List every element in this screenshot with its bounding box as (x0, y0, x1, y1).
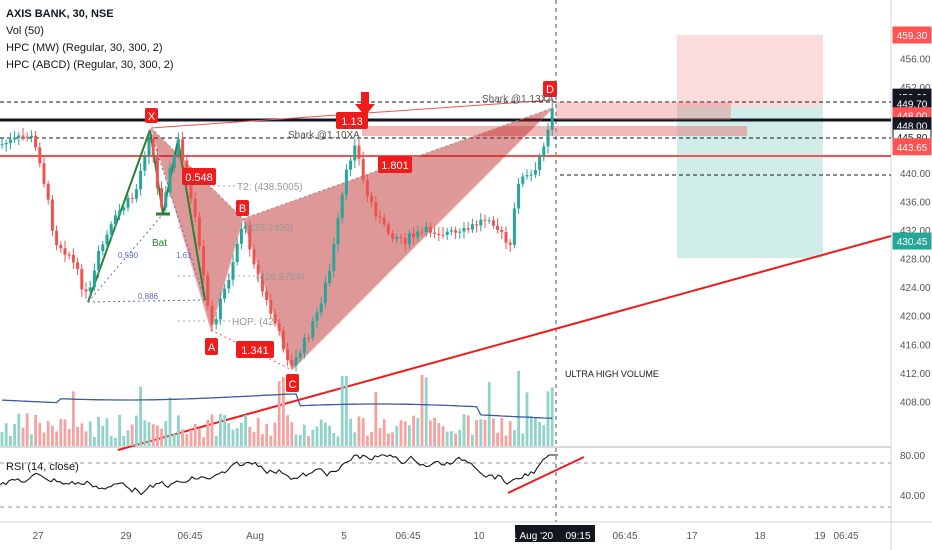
time-label-10: 17 (686, 531, 698, 542)
point-a-text: A (208, 342, 216, 354)
volume-ma-line (1, 393, 553, 419)
time-axis-current-bg (515, 525, 595, 542)
bat-ratio-0590: 0.590 (118, 251, 139, 260)
time-label-1: 29 (120, 531, 132, 542)
ratio-113-text: 1.13 (341, 116, 362, 128)
ratio-1801-text: 1.801 (381, 160, 409, 172)
point-d-text: D (546, 84, 554, 96)
xb-dotted-leg (150, 127, 244, 220)
price-tick-7: 436.00 (900, 197, 931, 208)
rsi-tick-1: 40.00 (900, 491, 925, 502)
svg-text:430.45: 430.45 (897, 237, 928, 248)
stop-loss-zone (677, 35, 823, 107)
time-label-8: 09:15 (565, 531, 590, 542)
shark-110-label: Shark @1.10XA (288, 130, 360, 141)
time-label-4: 5 (341, 531, 347, 542)
point-c-text: C (289, 379, 297, 391)
point-x-label[interactable]: X (145, 108, 158, 123)
price-tick-3: 420.00 (900, 312, 931, 323)
svg-text:448.00: 448.00 (897, 122, 928, 133)
time-label-12: 19 (814, 531, 826, 542)
hop-label: HOP: (42 (232, 317, 274, 328)
bat-ratio-1618: 1.61 (176, 251, 192, 260)
hpc-abcd-indicator-label[interactable]: HPC (ABCD) (Regular, 30, 300, 2) (6, 59, 174, 71)
rsi-indicator-label[interactable]: RSI (14, close) (6, 461, 79, 473)
time-label-7: 11 Aug '20 (507, 531, 554, 542)
price-tick-0: 408.00 (900, 397, 931, 408)
ratio-1801-badge: 1.801 (378, 156, 412, 173)
point-b-text: B (239, 203, 246, 215)
ratio-1341-text: 1.341 (241, 345, 269, 357)
price-tick-12: 456.00 (900, 55, 931, 66)
lvl-4332-label: (433.2499) (245, 223, 293, 234)
supply-zone-upper (556, 102, 731, 120)
lvl-4268-label: (426.9784) (256, 272, 304, 283)
time-label-11: 18 (754, 531, 766, 542)
svg-text:443.65: 443.65 (897, 143, 928, 154)
supply-zone (362, 126, 747, 136)
price-axis-labels: 459.30450.60449.70448.00448.00445.80443.… (892, 26, 932, 250)
rsi-line (0, 454, 558, 496)
time-axis-labels: 27 29 06:45 Aug 5 06:45 10 11 Aug '20 09:15 06:45… (32, 531, 859, 542)
price-label-6: 443.65 (892, 138, 932, 156)
point-d-label[interactable]: D (543, 81, 557, 97)
time-label-3: Aug (246, 531, 264, 542)
price-tick-6: 432.00 (900, 226, 931, 237)
t2-label: T2: (438.5005) (237, 182, 303, 193)
rising-trendline (117, 235, 892, 451)
bat-ratio-0886: 0.886 (138, 292, 159, 301)
time-label-5: 06:45 (395, 531, 420, 542)
candles (0, 101, 554, 372)
price-tick-1: 412.00 (900, 369, 931, 380)
sell-arrow-icon (355, 92, 375, 116)
time-label-13: 06:45 (833, 531, 858, 542)
ratio-113-badge: 1.13 (336, 112, 368, 129)
svg-text:459.30: 459.30 (897, 31, 928, 42)
shark-113-label: Shark @1.13XA (482, 94, 554, 105)
time-label-0: 27 (32, 531, 44, 542)
price-tick-2: 416.00 (900, 340, 931, 351)
hpc-mw-indicator-label[interactable]: HPC (MW) (Regular, 30, 300, 2) (6, 42, 163, 54)
point-c-label[interactable]: C (286, 374, 299, 392)
shark-pattern-xab (150, 127, 244, 332)
rsi-trendline (507, 456, 585, 494)
ultra-high-volume-note: ULTRA HIGH VOLUME (565, 369, 659, 379)
volume-bars (0, 371, 554, 446)
ratio-0548-badge: 0.548 (182, 168, 216, 185)
price-axis-ticks: 408.00 412.00 416.00 420.00 424.00 428.00 432.… (900, 26, 931, 408)
price-label-0: 459.30 (892, 26, 932, 44)
svg-text:449.70: 449.70 (897, 100, 928, 111)
ratio-1341-badge: 1.341 (236, 341, 274, 358)
chart-legend: AXIS BANK, 30, NSE Vol (50) HPC (MW) (Re… (6, 6, 174, 74)
rsi-axis-labels: 80.00 40.00 (900, 451, 925, 502)
time-label-6: 10 (473, 531, 485, 542)
bat-dotted-1 (87, 213, 164, 303)
point-a-label[interactable]: A (205, 338, 218, 355)
ratio-0548-text: 0.548 (185, 172, 213, 184)
price-tick-4: 424.00 (900, 283, 931, 294)
price-tick-8: 440.00 (900, 169, 931, 180)
vol-indicator-label[interactable]: Vol (50) (6, 25, 44, 37)
price-tick-5: 428.00 (900, 255, 931, 266)
price-label-7: 430.45 (892, 232, 932, 250)
time-label-2: 06:45 (177, 531, 202, 542)
point-b-label[interactable]: B (236, 200, 249, 216)
point-x-text: X (148, 111, 156, 123)
symbol-title[interactable]: AXIS BANK, 30, NSE (6, 8, 114, 20)
rsi-tick-0: 80.00 (900, 451, 925, 462)
bat-label: Bat (152, 238, 167, 249)
time-label-9: 06:45 (612, 531, 637, 542)
